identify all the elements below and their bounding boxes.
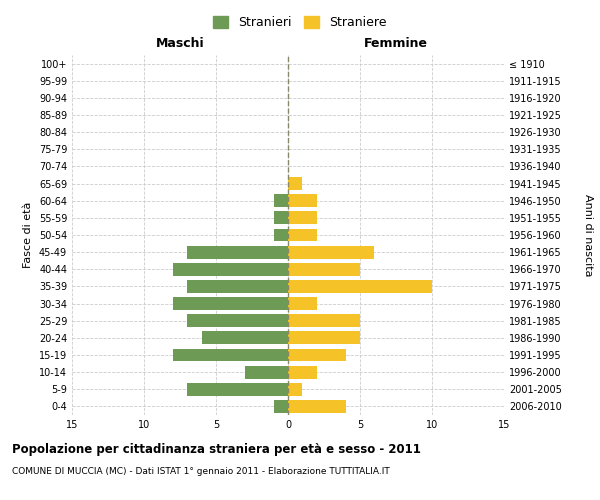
Bar <box>288 348 346 362</box>
Bar <box>173 263 288 276</box>
Bar <box>274 400 288 413</box>
Y-axis label: Fasce di età: Fasce di età <box>23 202 33 268</box>
Bar <box>288 246 374 258</box>
Bar <box>245 366 288 378</box>
Bar <box>288 280 432 293</box>
Bar <box>173 348 288 362</box>
Bar <box>288 194 317 207</box>
Bar <box>187 280 288 293</box>
Bar <box>187 246 288 258</box>
Text: COMUNE DI MUCCIA (MC) - Dati ISTAT 1° gennaio 2011 - Elaborazione TUTTITALIA.IT: COMUNE DI MUCCIA (MC) - Dati ISTAT 1° ge… <box>12 468 390 476</box>
Bar <box>288 263 360 276</box>
Bar <box>288 297 317 310</box>
Bar <box>288 332 360 344</box>
Bar <box>288 400 346 413</box>
Bar <box>288 314 360 327</box>
Bar <box>173 297 288 310</box>
Bar <box>288 366 317 378</box>
Bar <box>288 212 317 224</box>
Text: Femmine: Femmine <box>364 37 428 50</box>
Text: Anni di nascita: Anni di nascita <box>583 194 593 276</box>
Text: Maschi: Maschi <box>155 37 205 50</box>
Legend: Stranieri, Straniere: Stranieri, Straniere <box>208 11 392 34</box>
Bar <box>274 194 288 207</box>
Bar <box>187 383 288 396</box>
Bar <box>187 314 288 327</box>
Bar <box>274 228 288 241</box>
Bar <box>288 177 302 190</box>
Bar <box>274 212 288 224</box>
Bar <box>288 228 317 241</box>
Bar <box>288 383 302 396</box>
Text: Popolazione per cittadinanza straniera per età e sesso - 2011: Popolazione per cittadinanza straniera p… <box>12 442 421 456</box>
Bar <box>202 332 288 344</box>
